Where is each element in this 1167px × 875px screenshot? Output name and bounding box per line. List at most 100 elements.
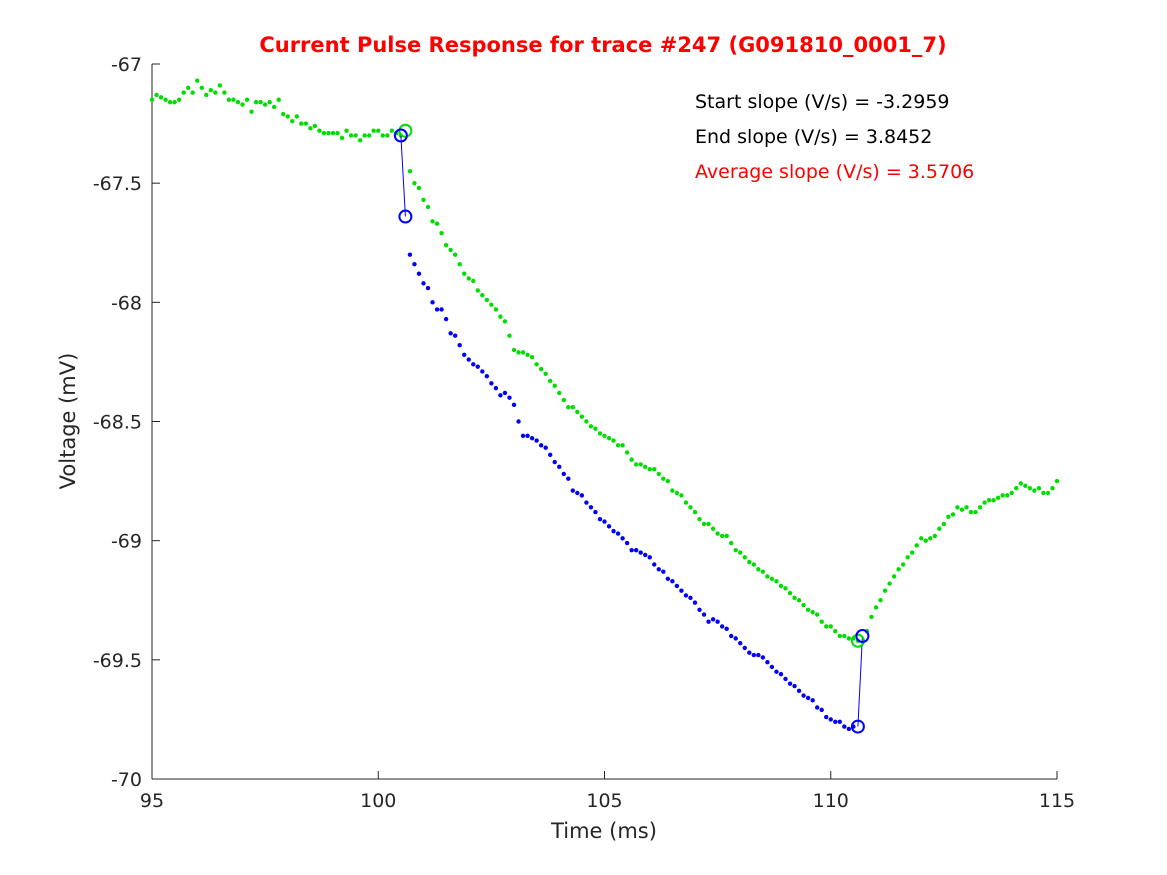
data-point xyxy=(222,90,227,95)
data-point xyxy=(733,636,738,641)
data-point xyxy=(656,567,661,572)
data-point xyxy=(910,550,915,555)
endpoint-marker xyxy=(393,128,408,143)
data-point xyxy=(357,138,363,143)
data-point xyxy=(534,438,539,443)
data-point xyxy=(475,288,480,293)
data-point xyxy=(1032,488,1037,493)
data-point xyxy=(276,97,281,102)
data-point xyxy=(602,433,607,438)
data-point xyxy=(575,490,580,496)
data-point xyxy=(620,536,625,541)
data-point xyxy=(593,509,598,515)
data-point xyxy=(611,528,616,534)
data-point xyxy=(783,676,788,682)
data-point xyxy=(688,505,693,510)
data-point xyxy=(1041,490,1046,496)
data-point xyxy=(167,99,173,105)
data-point xyxy=(285,114,290,119)
y-axis-label: Voltage (mV) xyxy=(56,353,80,490)
data-point xyxy=(149,97,155,102)
data-point xyxy=(371,128,376,133)
data-point xyxy=(466,357,471,362)
x-tick-label: 110 xyxy=(813,790,849,812)
data-point xyxy=(452,252,458,257)
data-point xyxy=(643,464,648,469)
data-point xyxy=(231,97,236,102)
data-point xyxy=(507,333,512,338)
data-point xyxy=(738,640,743,646)
data-point xyxy=(529,354,535,360)
data-point xyxy=(281,111,286,117)
data-point xyxy=(846,726,852,732)
x-tick-label: 95 xyxy=(140,790,164,812)
data-point xyxy=(991,497,996,503)
data-point xyxy=(317,128,322,133)
data-point xyxy=(697,607,702,612)
data-point xyxy=(566,405,571,410)
data-point xyxy=(244,97,250,102)
data-point xyxy=(493,307,499,312)
data-point xyxy=(765,574,770,579)
data-point xyxy=(941,521,947,527)
data-point xyxy=(516,350,521,355)
data-point xyxy=(805,695,811,701)
data-point xyxy=(900,562,906,567)
data-point xyxy=(1018,481,1023,486)
data-point xyxy=(774,669,779,674)
data-point xyxy=(629,548,634,553)
data-point xyxy=(525,433,530,438)
data-point xyxy=(624,540,630,546)
data-point xyxy=(674,583,680,589)
data-point xyxy=(710,617,716,622)
data-point xyxy=(471,278,476,284)
data-point xyxy=(557,464,562,469)
data-point xyxy=(588,424,594,429)
data-point xyxy=(724,533,729,539)
data-point xyxy=(968,509,974,515)
data-point xyxy=(575,409,580,415)
data-point xyxy=(548,452,553,458)
data-point xyxy=(498,314,503,319)
trace-series-1 xyxy=(407,252,856,732)
data-point xyxy=(154,92,159,98)
data-point xyxy=(638,550,643,555)
data-point xyxy=(950,512,956,517)
data-point xyxy=(253,99,259,105)
data-point xyxy=(652,562,657,567)
data-point xyxy=(747,650,752,655)
data-point xyxy=(742,645,747,651)
data-point xyxy=(824,714,829,720)
data-point xyxy=(520,433,526,438)
data-point xyxy=(195,78,200,83)
slope-annotation: End slope (V/s) = 3.8452 xyxy=(695,126,932,148)
data-point xyxy=(891,574,897,579)
data-point xyxy=(828,624,833,629)
data-point xyxy=(896,567,901,572)
data-point xyxy=(606,435,612,441)
data-point xyxy=(661,569,666,574)
data-point xyxy=(796,688,802,694)
data-point xyxy=(507,395,512,400)
data-point xyxy=(878,598,883,603)
data-point xyxy=(955,505,960,510)
data-point xyxy=(638,462,643,467)
data-point xyxy=(729,540,734,546)
data-point xyxy=(670,578,675,584)
data-point xyxy=(814,612,820,617)
data-point xyxy=(584,419,589,424)
data-point xyxy=(190,90,195,95)
data-point xyxy=(1014,486,1019,491)
data-point xyxy=(235,99,241,105)
data-point xyxy=(747,559,752,565)
data-point xyxy=(557,390,562,396)
data-point xyxy=(516,419,521,424)
data-point xyxy=(914,543,919,548)
data-point xyxy=(647,466,652,472)
data-point xyxy=(602,519,607,524)
data-point xyxy=(697,517,702,522)
data-point xyxy=(683,500,689,505)
data-point xyxy=(679,493,684,498)
